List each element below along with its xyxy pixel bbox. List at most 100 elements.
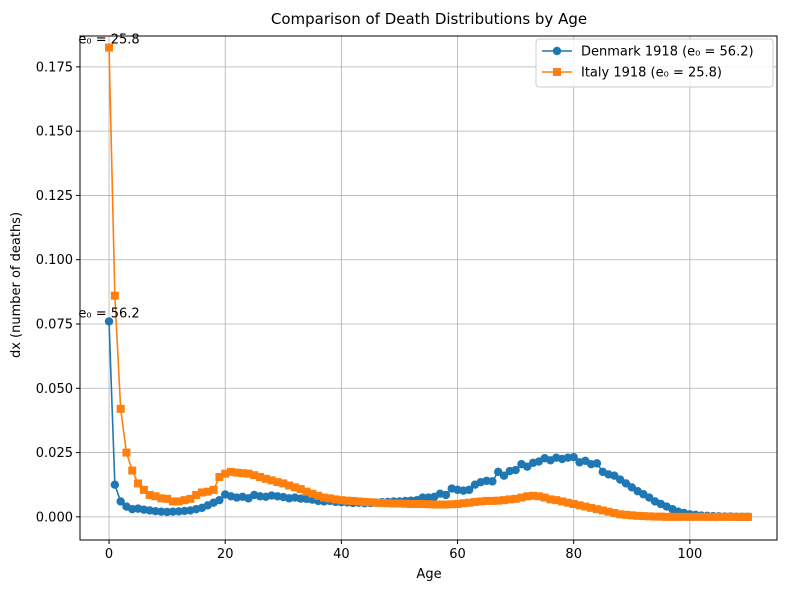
- data-point-italy: [517, 493, 526, 502]
- data-point-italy: [430, 500, 439, 509]
- data-point-italy: [691, 512, 700, 521]
- data-point-italy: [523, 492, 532, 501]
- data-point-italy: [424, 500, 433, 509]
- data-point-italy: [488, 496, 497, 505]
- data-point-italy: [505, 495, 514, 504]
- annotations: e₀ = 25.8 e₀ = 56.2: [78, 33, 139, 322]
- data-point-italy: [221, 469, 230, 478]
- chart-title: Comparison of Death Distributions by Age: [271, 10, 587, 28]
- data-point-italy: [680, 512, 689, 521]
- data-point-italy: [738, 512, 747, 521]
- data-point-italy: [128, 466, 137, 475]
- data-point-italy: [105, 43, 114, 52]
- data-point-italy: [476, 497, 485, 506]
- data-point-italy: [494, 496, 503, 505]
- x-tick-label: 40: [333, 547, 350, 562]
- data-point-italy: [290, 483, 299, 492]
- data-point-italy: [157, 494, 166, 503]
- data-point-italy: [267, 476, 276, 485]
- data-point-italy: [453, 500, 462, 508]
- data-point-italy: [598, 506, 607, 515]
- data-point-italy: [110, 291, 119, 300]
- y-tick-label: 0.100: [36, 253, 73, 268]
- data-point-italy: [441, 500, 450, 509]
- y-axis-label: dx (number of deaths): [9, 212, 24, 358]
- data-point-italy: [743, 512, 752, 521]
- data-point-denmark: [418, 493, 427, 502]
- annotation-label: e₀ = 56.2: [78, 306, 139, 321]
- data-point-italy: [569, 500, 578, 508]
- data-point-italy: [348, 496, 357, 505]
- data-point-denmark: [592, 459, 602, 468]
- data-point-italy: [192, 491, 201, 499]
- data-point-denmark: [499, 471, 509, 480]
- data-point-italy: [662, 512, 671, 521]
- data-point-italy: [534, 492, 543, 501]
- data-point-italy: [546, 495, 555, 504]
- data-point-denmark: [104, 317, 114, 326]
- data-point-italy: [732, 512, 741, 521]
- x-axis-label: Age: [416, 567, 441, 582]
- data-point-italy: [360, 497, 369, 506]
- data-point-italy: [627, 511, 636, 520]
- data-point-italy: [575, 501, 584, 510]
- data-point-italy: [134, 479, 143, 488]
- data-point-italy: [529, 491, 538, 500]
- data-point-italy: [639, 512, 648, 521]
- data-point-italy: [470, 497, 479, 506]
- data-point-denmark: [116, 497, 125, 506]
- data-point-italy: [482, 496, 491, 505]
- data-point-italy: [151, 492, 160, 501]
- data-point-italy: [592, 505, 601, 514]
- series-italy: [105, 43, 752, 521]
- legend-marker-italy: [553, 68, 561, 76]
- data-point-italy: [273, 478, 282, 487]
- data-point-italy: [279, 479, 288, 488]
- data-point-italy: [633, 511, 642, 520]
- data-point-italy: [383, 499, 392, 508]
- data-point-italy: [610, 509, 619, 517]
- data-point-italy: [685, 512, 694, 521]
- data-point-italy: [407, 500, 416, 508]
- plot-frame: [79, 35, 778, 541]
- data-point-italy: [436, 500, 445, 509]
- data-point-italy: [238, 469, 247, 478]
- data-point-italy: [145, 491, 154, 499]
- data-point-italy: [314, 491, 323, 500]
- data-point-italy: [197, 488, 206, 497]
- y-tick-label: 0.175: [36, 60, 73, 75]
- data-point-italy: [389, 499, 398, 508]
- data-point-italy: [418, 500, 427, 508]
- annotation-label: e₀ = 25.8: [78, 33, 139, 48]
- data-point-italy: [645, 512, 654, 521]
- data-point-italy: [540, 493, 549, 502]
- data-point-italy: [180, 496, 189, 505]
- data-point-italy: [726, 512, 735, 521]
- data-point-italy: [366, 498, 375, 507]
- data-point-denmark: [488, 477, 497, 486]
- data-point-italy: [372, 498, 381, 507]
- data-point-italy: [720, 512, 729, 521]
- x-tick-label: 0: [105, 547, 113, 562]
- y-tick-label: 0.050: [36, 382, 73, 397]
- data-point-italy: [319, 493, 328, 502]
- data-point-italy: [412, 500, 421, 508]
- data-point-italy: [674, 512, 683, 521]
- y-tick-label: 0.150: [36, 125, 73, 140]
- y-tick-label: 0.075: [36, 318, 73, 333]
- legend-label-denmark: Denmark 1918 (e₀ = 56.2): [581, 45, 754, 60]
- x-tick-label: 100: [677, 547, 702, 562]
- legend: Denmark 1918 (e₀ = 56.2) Italy 1918 (e₀ =…: [535, 38, 774, 88]
- data-point-denmark: [464, 485, 474, 495]
- data-point-italy: [209, 485, 218, 494]
- data-point-italy: [354, 497, 363, 506]
- data-point-italy: [116, 404, 125, 413]
- data-point-italy: [296, 485, 305, 494]
- legend-label-italy: Italy 1918 (e₀ = 25.8): [581, 66, 722, 81]
- data-point-italy: [500, 496, 509, 505]
- data-point-italy: [308, 489, 317, 498]
- data-point-italy: [215, 473, 224, 481]
- data-point-italy: [552, 496, 561, 505]
- data-point-italy: [581, 502, 590, 511]
